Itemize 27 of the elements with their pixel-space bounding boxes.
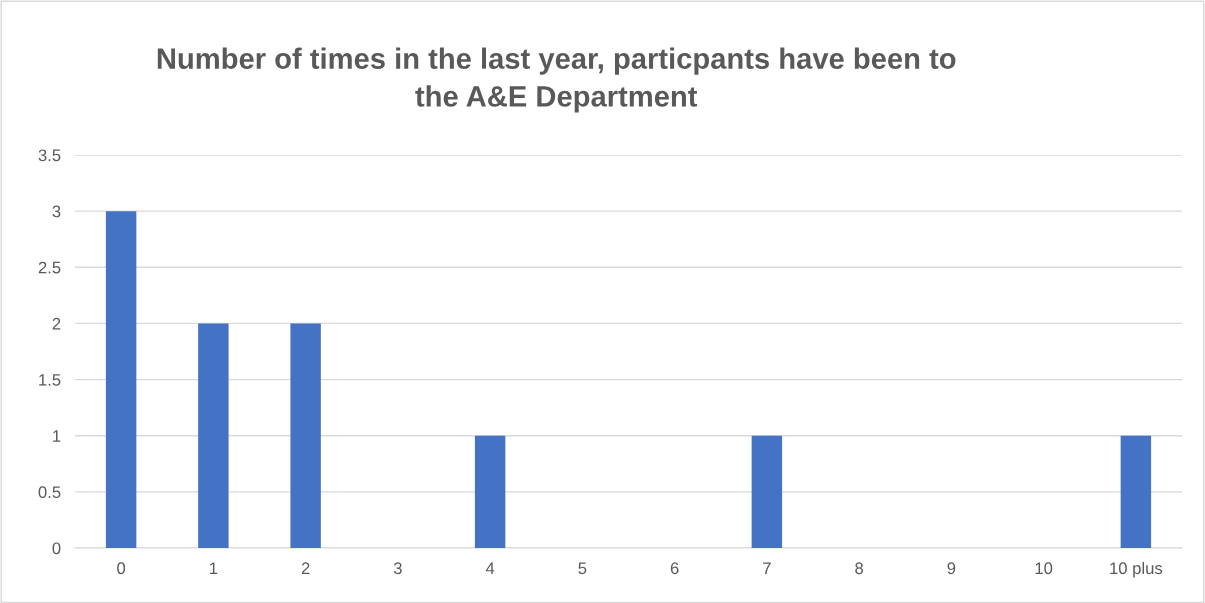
x-tick-label: 10 plus [1110,561,1163,578]
x-tick-label: 7 [763,562,771,574]
x-tick-label: 10 [1035,562,1053,575]
bar [290,323,321,548]
x-tick-label: 9 [947,562,956,575]
bar [751,435,783,548]
y-tick-label: 2 [52,317,61,330]
x-tick-label: 3 [393,562,402,575]
y-tick-label: 0.5 [38,486,61,499]
bar [1120,435,1152,548]
x-tick-label: 8 [855,562,864,575]
x-tick-label: 6 [670,562,679,575]
bar [105,211,137,548]
bar [198,323,229,548]
y-tick-label: 1 [53,430,61,442]
bar [474,435,506,548]
x-tick-label: 1 [210,562,218,574]
chart-title: Number of times in the last year, particpants have been to the A&E Department [157,47,956,113]
y-tick-label: 0 [52,542,61,555]
x-tick-label: 4 [485,562,495,574]
y-tick-label: 3 [52,205,61,218]
y-tick-label: 3.5 [38,149,61,162]
x-tick-label: 0 [117,562,126,575]
x-tick-label: 2 [301,562,310,574]
x-tick-label: 5 [578,562,587,575]
y-tick-label: 1.5 [39,374,61,386]
y-tick-label: 2.5 [38,261,61,274]
